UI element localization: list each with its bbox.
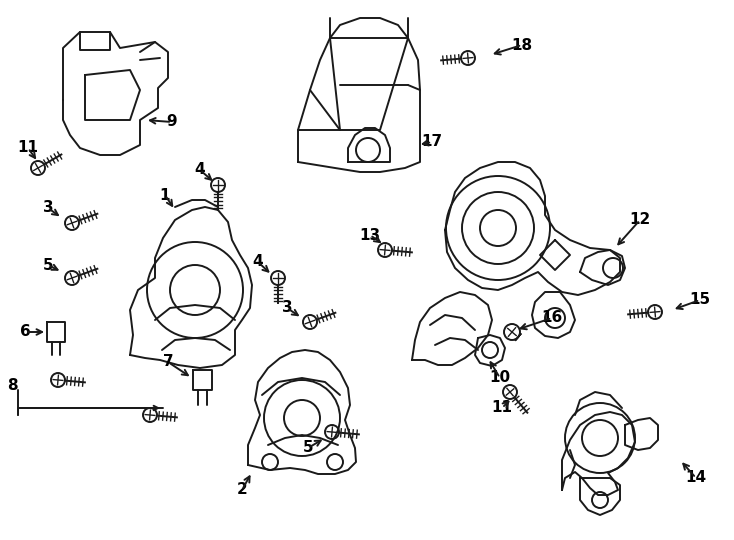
Text: 15: 15	[689, 293, 711, 307]
Text: 11: 11	[18, 140, 38, 156]
Text: 11: 11	[492, 401, 512, 415]
Text: 7: 7	[163, 354, 173, 369]
Text: 16: 16	[542, 310, 563, 326]
Text: 6: 6	[20, 325, 30, 340]
Text: 3: 3	[282, 300, 292, 315]
Text: 2: 2	[236, 483, 247, 497]
Text: 9: 9	[167, 114, 178, 130]
Text: 12: 12	[629, 213, 650, 227]
Text: 8: 8	[7, 377, 18, 393]
Text: 18: 18	[512, 37, 533, 52]
Text: 17: 17	[421, 134, 443, 150]
Text: 5: 5	[43, 258, 54, 273]
Text: 1: 1	[160, 187, 170, 202]
Text: 5: 5	[302, 441, 313, 456]
Text: 3: 3	[43, 200, 54, 215]
Text: 4: 4	[252, 254, 264, 269]
Text: 13: 13	[360, 227, 380, 242]
Text: 10: 10	[490, 370, 511, 386]
Text: 14: 14	[686, 470, 707, 485]
Text: 4: 4	[195, 163, 206, 178]
